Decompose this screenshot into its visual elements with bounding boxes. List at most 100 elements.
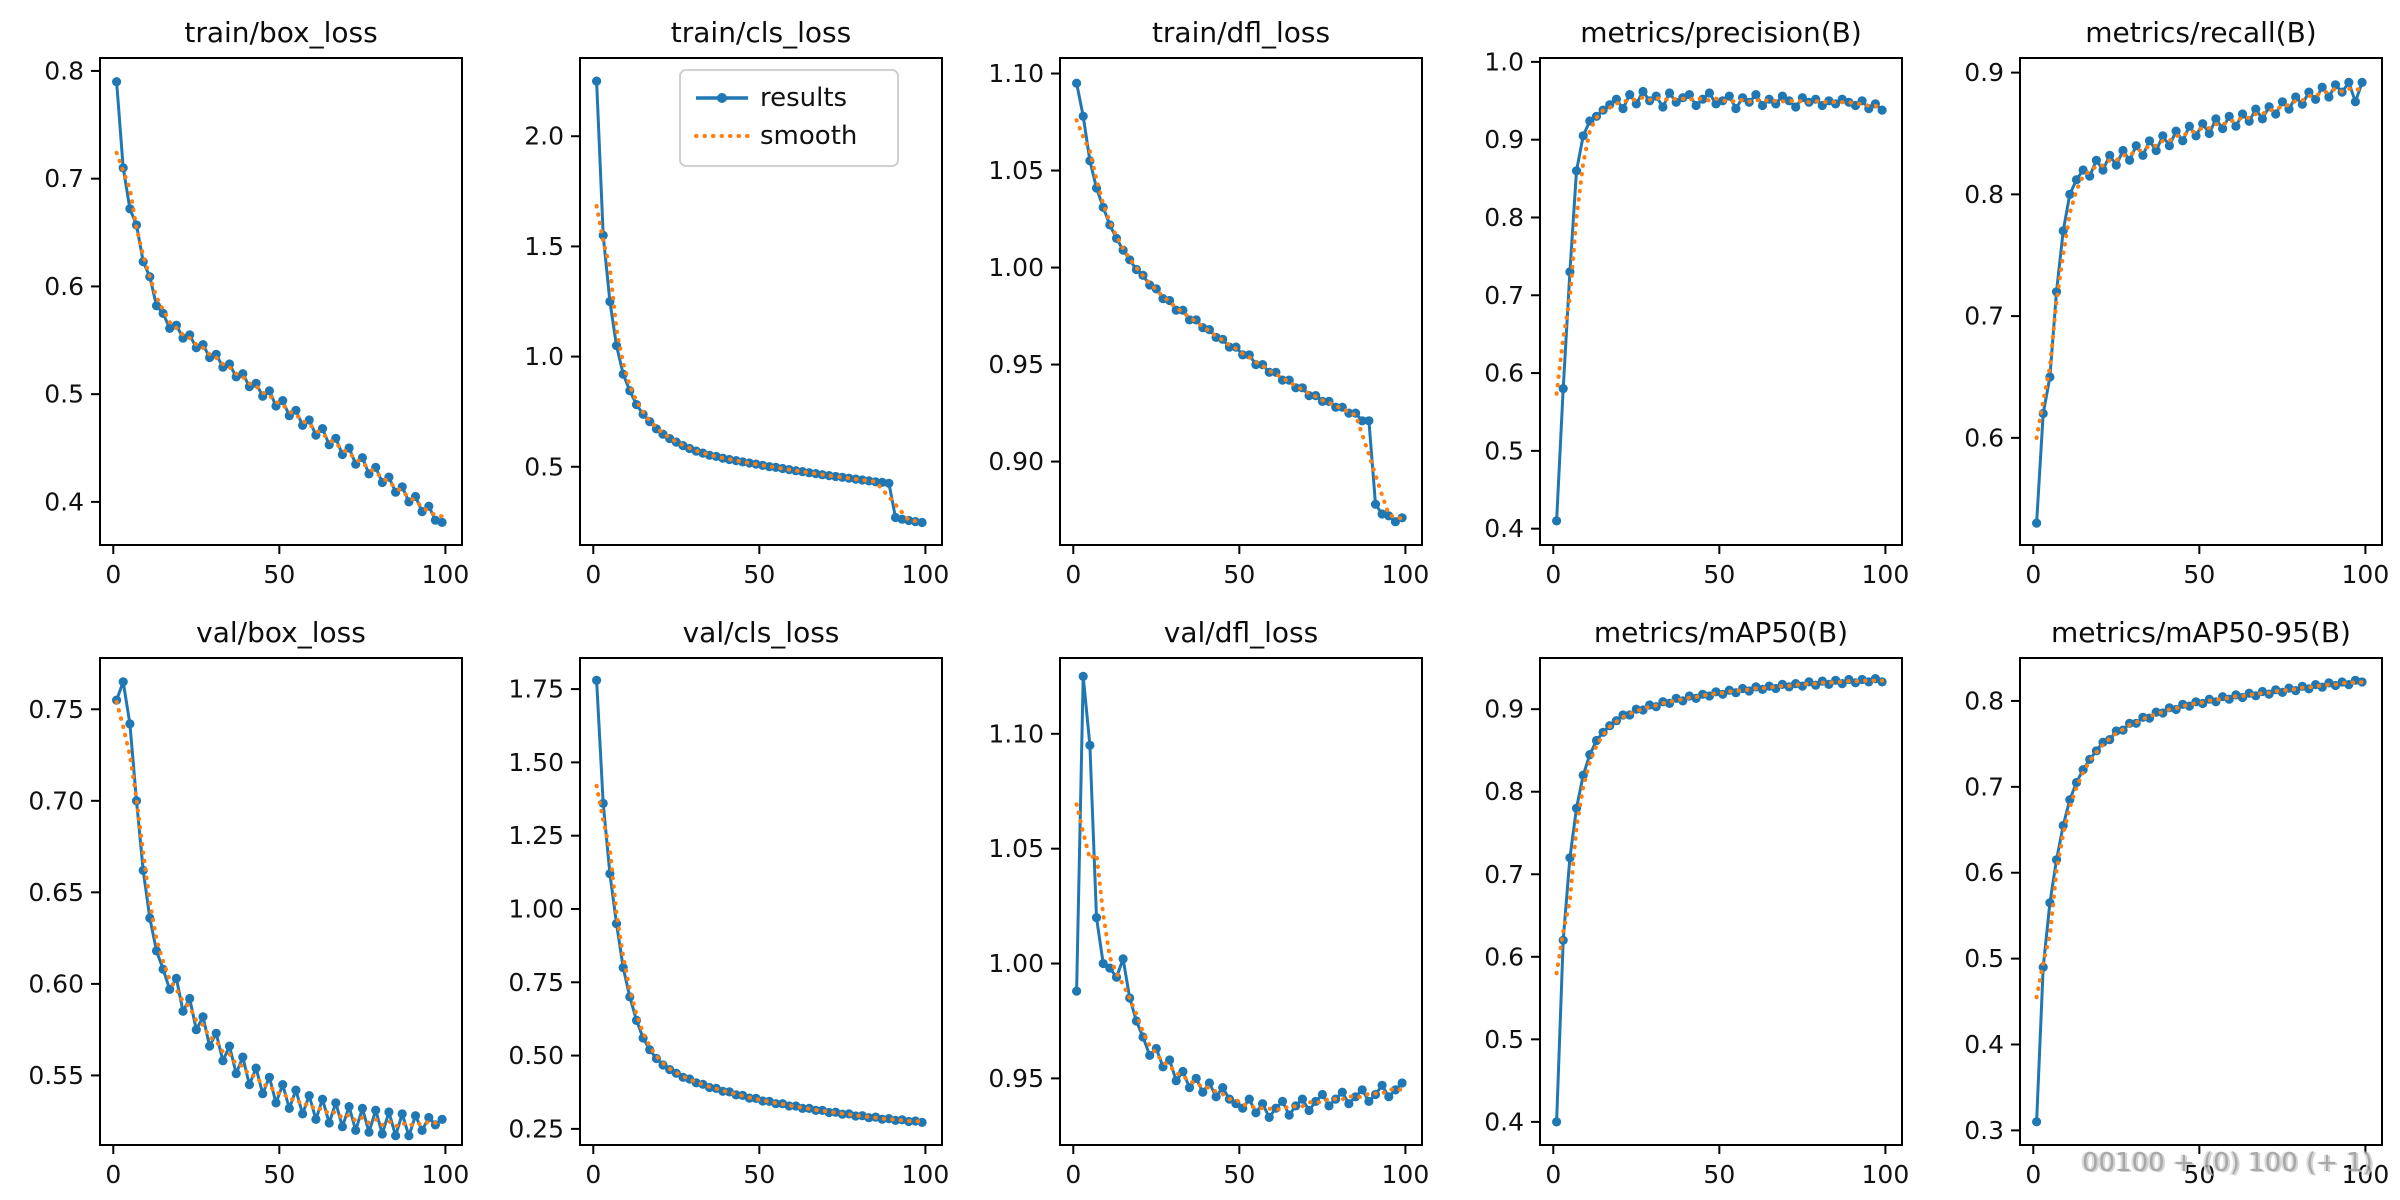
results-marker [2098,165,2108,175]
results-marker [278,396,288,406]
plot-title: train/cls_loss [670,16,852,49]
results-marker [2211,114,2221,124]
results-marker [1131,1016,1141,1026]
axes: 0.4 0.5 0.6 0.7 0.8 0 50 100 [44,56,469,589]
results-marker [831,471,841,482]
results-marker [1571,166,1582,176]
x-tick-label: 50 [1223,1160,1255,1189]
results-marker [2344,77,2354,87]
y-tick-label: 0.6 [1964,423,2004,452]
results-marker [1105,963,1115,973]
x-tick-label: 100 [2342,1160,2390,1189]
results-marker [2184,121,2194,131]
results-marker [1078,111,1088,121]
plot-frame [1539,657,1903,1146]
results-marker [2125,155,2135,165]
results-marker [2330,80,2341,90]
results-marker [231,1069,241,1079]
results-marker [2118,145,2128,156]
y-tick-label: 0.75 [28,695,84,724]
results-marker [2078,765,2088,775]
results-marker [171,320,181,330]
y-tick-label: 0.95 [988,350,1044,379]
results-marker [377,1129,387,1139]
results-marker [1171,305,1181,315]
x-tick-label: 0 [1545,560,1561,589]
results-marker [437,1114,447,1124]
results-marker [371,1105,381,1115]
y-tick-label: 0.7 [1964,302,2004,331]
results-marker [1704,88,1714,98]
smooth-line [1554,678,1885,976]
results-marker [1165,1055,1175,1065]
results-marker [191,1025,201,1035]
plot-frame [2019,657,2383,1146]
results-marker [271,1098,281,1108]
results-marker [1331,402,1341,412]
y-tick-label: 0.5 [44,380,84,409]
results-marker [424,1112,434,1123]
y-tick-label: 0.95 [988,1064,1044,1093]
y-tick-label: 1.10 [988,719,1044,748]
subplot-val-dfl-loss: val/dfl_loss 0.95 1.00 1.05 1.10 0 50 100 [960,600,1440,1200]
y-tick-label: 0.4 [1964,1030,2004,1059]
results-marker [291,1085,301,1095]
results-marker [2078,165,2088,175]
x-tick-label: 100 [422,560,470,589]
results-marker [304,415,314,425]
subplot-train-box-loss: train/box_loss 0.4 0.5 0.6 0.7 0.8 0 50 100 [0,0,480,600]
results-marker [2058,226,2068,236]
results-markers [592,76,927,528]
plot-canvas: 0.90 0.95 1.00 1.05 1.10 0 50 100 [988,57,1429,589]
results-marker [158,964,168,974]
smooth-line [114,150,445,519]
results-marker [224,1041,235,1051]
x-tick-label: 0 [585,560,601,589]
plot-title: val/cls_loss [682,616,840,649]
results-marker [118,677,128,687]
results-marker [592,76,602,86]
results-marker [1145,1050,1155,1060]
results-marker [198,1012,208,1022]
y-tick-label: 0.8 [44,56,84,85]
plot-frame [579,657,943,1146]
results-marker [1264,1112,1274,1122]
y-tick-label: 0.5 [1964,944,2004,973]
subplot-metrics-map50-b: metrics/mAP50(B) 0.4 0.5 0.6 0.7 0.8 0.9 0 50 10… [1440,600,1920,1200]
smooth-line [114,699,445,1129]
results-marker [1191,1073,1201,1083]
y-tick-label: 0.65 [28,878,84,907]
x-tick-label: 0 [1065,560,1081,589]
plot-frame [1539,57,1903,546]
results-marker [884,478,894,488]
results-marker [171,973,181,983]
results-marker [1397,1078,1407,1088]
results-marker [1184,1083,1195,1093]
results-marker [185,330,195,340]
results-marker [238,369,248,379]
y-tick-label: 0.7 [44,164,84,193]
x-tick-label: 100 [1382,1160,1430,1189]
y-tick-label: 0.50 [508,1041,564,1070]
results-marker [2271,109,2281,119]
axes: 0.4 0.5 0.6 0.7 0.8 0.9 0 50 100 [1484,657,1909,1189]
smooth-line [594,783,925,1124]
results-marker [1364,416,1374,426]
results-marker [1578,131,1588,141]
plot-canvas: 0.25 0.50 0.75 1.00 1.25 1.50 1.75 0 50 100 [508,657,949,1189]
results-marker [1552,516,1562,526]
y-tick-label: 0.7 [1964,772,2004,801]
results-marker [344,1102,354,1112]
results-marker [337,1122,347,1132]
x-tick-label: 50 [2183,560,2215,589]
y-tick-label: 0.3 [1964,1116,2004,1145]
plot-canvas: 0.95 1.00 1.05 1.10 0 50 100 [988,657,1430,1189]
results-marker [324,1118,334,1128]
y-tick-label: 0.8 [1964,686,2004,715]
results-markers [1072,671,1407,1122]
results-marker [291,405,301,415]
results-marker [1304,1105,1314,1116]
results-marker [2277,97,2287,107]
results-marker [1552,1117,1562,1127]
